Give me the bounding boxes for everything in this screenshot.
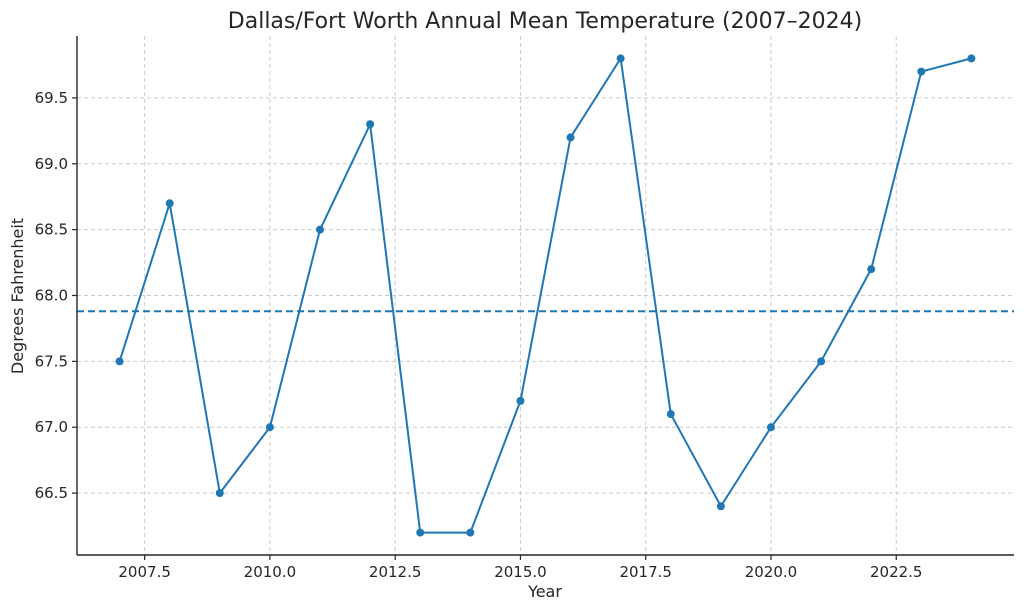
series-layer	[115, 54, 976, 537]
x-tick-label: 2020.0	[745, 563, 798, 581]
data-point	[766, 423, 775, 432]
axes	[72, 36, 1014, 560]
series-line	[118, 57, 972, 534]
data-point	[716, 502, 725, 511]
data-point	[566, 133, 575, 142]
data-point	[165, 199, 174, 208]
y-tick-label: 68.0	[35, 287, 68, 305]
data-point	[666, 410, 675, 419]
grid	[77, 36, 1014, 555]
x-tick-label: 2007.5	[118, 563, 171, 581]
data-point	[416, 528, 425, 537]
chart-title: Dallas/Fort Worth Annual Mean Temperatur…	[228, 9, 862, 34]
data-point	[215, 489, 224, 498]
y-tick-label: 69.0	[35, 155, 68, 173]
y-axis-label: Degrees Fahrenheit	[8, 218, 27, 374]
y-tick-label: 69.5	[35, 89, 68, 107]
x-tick-label: 2012.5	[369, 563, 422, 581]
data-point	[316, 225, 325, 234]
data-point	[967, 54, 976, 63]
data-point	[366, 120, 375, 129]
data-point	[867, 265, 876, 274]
data-point	[917, 67, 926, 76]
data-point	[817, 357, 826, 366]
y-tick-label: 66.5	[35, 484, 68, 502]
y-tick-label: 68.5	[35, 221, 68, 239]
tick-labels: 2007.5 2010.0 2012.5 2015.0 2017.5 2020.0 2022…	[35, 89, 923, 581]
x-tick-label: 2015.0	[494, 563, 547, 581]
x-tick-label: 2010.0	[244, 563, 297, 581]
data-point	[466, 528, 475, 537]
data-point	[516, 396, 525, 405]
x-tick-label: 2017.5	[619, 563, 672, 581]
y-tick-label: 67.5	[35, 352, 68, 370]
data-point	[115, 357, 124, 366]
data-point	[265, 423, 274, 432]
y-tick-label: 67.0	[35, 418, 68, 436]
x-tick-label: 2022.5	[870, 563, 923, 581]
data-point	[616, 54, 625, 63]
x-axis-label: Year	[527, 582, 562, 601]
